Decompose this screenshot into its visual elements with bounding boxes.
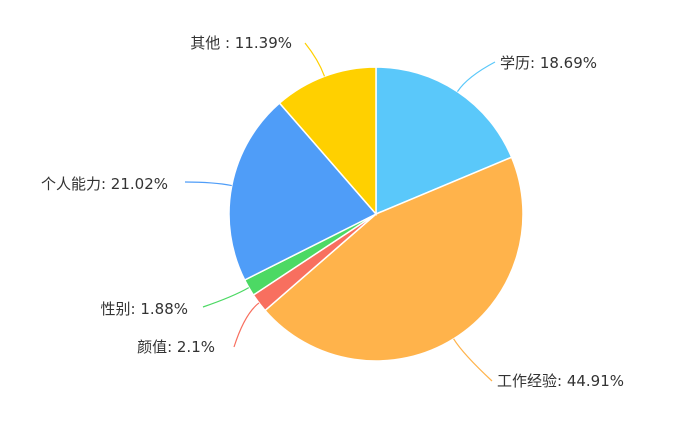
slice-label-2: 颜值: 2.1% [137, 338, 215, 356]
slice-label-5: 其他 : 11.39% [190, 34, 292, 52]
leader-line-5 [304, 42, 326, 77]
slice-label-0: 学历: 18.69% [500, 54, 597, 72]
pie-slice-5 [278, 66, 377, 217]
leader-line-2 [233, 302, 260, 348]
slice-label-3: 性别: 1.88% [101, 300, 188, 318]
leader-line-1 [453, 338, 493, 382]
leader-line-3 [202, 287, 250, 308]
leader-line-0 [456, 61, 496, 92]
slice-label-4: 个人能力: 21.02% [41, 175, 168, 193]
slice-label-1: 工作经验: 44.91% [497, 372, 624, 390]
leader-line-4 [184, 181, 232, 187]
